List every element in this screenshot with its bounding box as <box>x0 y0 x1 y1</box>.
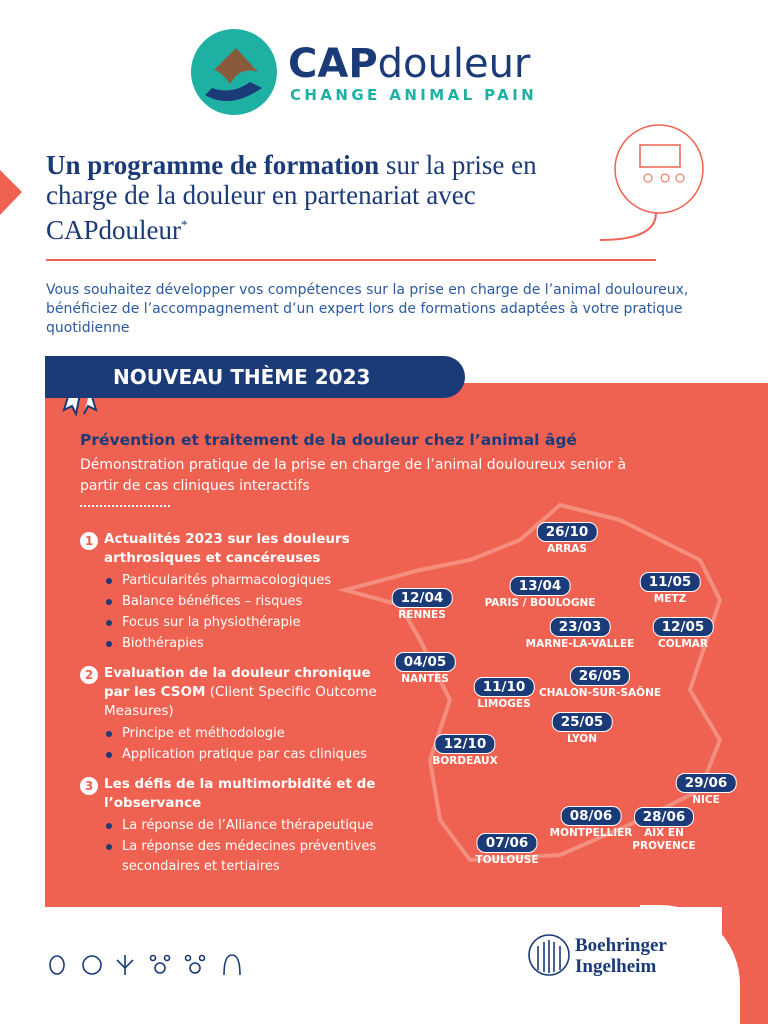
section-title: Actualités 2023 sur les douleurs arthros… <box>104 530 380 568</box>
session-date: 26/05 <box>569 666 631 686</box>
footnote-mark: * <box>181 217 188 232</box>
brand-light: douleur <box>377 41 531 87</box>
intro: Vous souhaitez développer vos compétence… <box>46 282 689 336</box>
session-date: 11/05 <box>639 572 701 592</box>
banner: NOUVEAU THÈME 2023 <box>45 356 465 398</box>
session-date: 25/05 <box>551 712 613 732</box>
bullet: Focus sur la physiothérapie <box>106 613 380 633</box>
session-date: 04/05 <box>394 652 456 672</box>
bullet: Biothérapies <box>106 634 380 654</box>
program-section: 1 Actualités 2023 sur les douleurs arthro… <box>80 530 380 654</box>
section-title-text: Les défis de la multimorbidité et de l’o… <box>104 776 376 811</box>
session-pin: 26/05 CHALON-SUR-SAÔNE <box>539 665 661 700</box>
session-date: 23/03 <box>549 617 611 637</box>
program-section: 2 Evaluation de la douleur chronique par … <box>80 664 380 765</box>
session-date: 26/10 <box>536 522 598 542</box>
session-date: 13/04 <box>509 576 571 596</box>
session-date: 07/06 <box>476 833 538 853</box>
session-city: PARIS / BOULOGNE <box>484 597 596 609</box>
session-city: NICE <box>692 794 720 806</box>
session-pin: 07/06 TOULOUSE <box>475 832 539 867</box>
session-date: 29/06 <box>675 773 737 793</box>
bullet: Principe et méthodologie <box>106 724 380 744</box>
session-date: 28/06 <box>633 807 695 827</box>
session-pin: 23/03 MARNE-LA-VALLEE <box>525 616 635 651</box>
session-pin: 25/05 LYON <box>551 711 613 746</box>
bullet: La réponse des médecines préventives sec… <box>106 837 380 877</box>
company: Boehringer Ingelheim <box>575 935 667 977</box>
brand: CAPdouleur <box>288 42 530 86</box>
theme-description: Démonstration pratique de la prise en ch… <box>80 457 627 494</box>
heading-bold: Un programme de formation <box>46 150 380 180</box>
session-pin: 29/06 NICE <box>675 772 737 807</box>
bullet: La réponse de l’Alliance thérapeutique <box>106 816 380 836</box>
session-city: AIX EN PROVENCE <box>632 827 696 852</box>
session-pin: 08/06 MONTPELLIER <box>549 805 633 840</box>
session-city: CHALON-SUR-SAÔNE <box>538 687 662 699</box>
section-subtitle: (Client Specific Outcome Measures) <box>104 684 377 719</box>
bullet-list: La réponse de l’Alliance thérapeutique La… <box>104 816 380 877</box>
session-city: NANTES <box>401 673 449 685</box>
session-pin: 26/10 ARRAS <box>536 521 598 556</box>
section-number: 1 <box>80 532 98 550</box>
program: 1 Actualités 2023 sur les douleurs arthro… <box>80 530 380 887</box>
company-line: Ingelheim <box>575 956 657 977</box>
section-title: Evaluation de la douleur chronique par l… <box>104 664 380 721</box>
section-title: Les défis de la multimorbidité et de l’o… <box>104 775 380 813</box>
bullet-list: Principe et méthodologie Application prat… <box>104 724 380 765</box>
section-number: 2 <box>80 666 98 684</box>
session-city: COLMAR <box>658 638 708 650</box>
heading: Un programme de formation sur la prise e… <box>46 150 606 245</box>
tagline: CHANGE ANIMAL PAIN <box>290 86 538 104</box>
session-pin: 11/10 LIMOGES <box>473 676 535 711</box>
session-city: ARRAS <box>546 543 587 555</box>
session-city: LIMOGES <box>477 698 531 710</box>
dotted-rule <box>80 505 170 507</box>
session-pin: 12/04 RENNES <box>391 587 453 622</box>
session-date: 12/05 <box>652 617 714 637</box>
session-pin: 13/04 PARIS / BOULOGNE <box>484 575 596 610</box>
section-title-text: Evaluation de la douleur chronique par l… <box>104 665 371 700</box>
session-city: METZ <box>653 593 687 605</box>
company-line: Boehringer <box>575 935 667 956</box>
session-city: RENNES <box>398 609 446 621</box>
theme-title: Prévention et traitement de la douleur c… <box>80 431 577 449</box>
session-city: MONTPELLIER <box>549 827 633 839</box>
heading-rest: sur la prise en charge de la douleur en … <box>46 150 537 245</box>
session-date: 12/04 <box>391 588 453 608</box>
session-pin: 11/05 METZ <box>639 571 701 606</box>
bullet: Application pratique par cas cliniques <box>106 745 380 765</box>
session-date: 12/10 <box>434 734 496 754</box>
section-title-text: Actualités 2023 sur les douleurs arthros… <box>104 531 350 566</box>
session-date: 08/06 <box>560 806 622 826</box>
session-city: TOULOUSE <box>475 854 539 866</box>
bullet: Balance bénéfices – risques <box>106 592 380 612</box>
session-city: BORDEAUX <box>432 755 498 767</box>
section-number: 3 <box>80 777 98 795</box>
session-pin: 12/05 COLMAR <box>652 616 714 651</box>
session-city: MARNE-LA-VALLEE <box>525 638 635 650</box>
session-date: 11/10 <box>473 677 535 697</box>
bullet: Particularités pharmacologiques <box>106 571 380 591</box>
divider <box>46 259 656 261</box>
program-section: 3 Les défis de la multimorbidité et de l’… <box>80 775 380 877</box>
session-pin: 28/06 AIX EN PROVENCE <box>629 806 699 853</box>
session-city: LYON <box>566 733 597 745</box>
session-pin: 04/05 NANTES <box>394 651 456 686</box>
bullet-list: Particularités pharmacologiques Balance b… <box>104 571 380 654</box>
brand-bold: CAP <box>288 41 378 87</box>
session-pin: 12/10 BORDEAUX <box>432 733 498 768</box>
